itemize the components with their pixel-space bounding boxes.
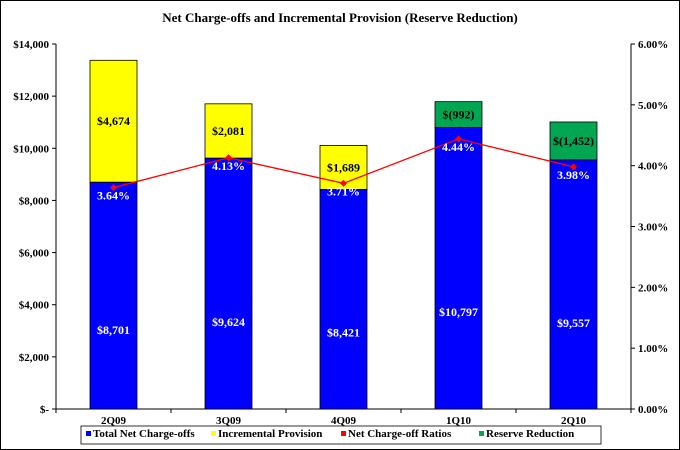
ratio-data-label: 4.44% (442, 140, 475, 154)
bar-data-label: $8,421 (327, 326, 360, 340)
bar-segment (204, 103, 253, 159)
y-right-tick-label: 3.00% (638, 222, 668, 234)
y-right-tick-label: 5.00% (638, 100, 668, 112)
x-tick-label: 2Q09 (101, 415, 127, 427)
chart-title: Net Charge-offs and Incremental Provisio… (162, 10, 518, 25)
bar-segment (319, 189, 368, 410)
ratio-marker (225, 154, 232, 162)
y-left-tick-label: $12,000 (13, 91, 49, 103)
y-left-tick-label: $8,000 (19, 195, 50, 207)
bar-segment (549, 159, 598, 410)
x-tick-label: 4Q09 (331, 415, 357, 427)
bar-segment (89, 59, 138, 183)
y-left-tick-label: $14,000 (13, 39, 49, 51)
y-right-tick-label: 6.00% (638, 39, 668, 51)
bar-data-label: $9,557 (557, 316, 590, 330)
y-right-tick-label: 0.00% (638, 404, 668, 416)
bar-data-label: $(992) (443, 108, 475, 122)
bar-data-label: $(1,452) (553, 134, 594, 148)
legend-swatch (211, 431, 216, 436)
bar-segment (204, 157, 253, 410)
ratio-data-label: 3.98% (557, 168, 590, 182)
legend-label: Incremental Provision (218, 428, 322, 440)
bar-data-label: $10,797 (439, 305, 478, 319)
ratio-marker (110, 184, 117, 192)
legend-label: Reserve Reduction (486, 428, 574, 440)
legend-label: Net Charge-off Ratios (348, 428, 452, 440)
bar-data-label: $8,701 (97, 323, 130, 337)
x-tick-label: 3Q09 (216, 415, 242, 427)
legend-swatch (86, 431, 91, 436)
legend-label: Total Net Charge-offs (93, 428, 195, 440)
bar-segment (434, 127, 483, 410)
bar-data-label: $9,624 (212, 315, 245, 329)
ratio-data-label: 3.71% (327, 184, 360, 198)
bar-data-label: $4,674 (97, 114, 130, 128)
ratio-marker (455, 135, 462, 143)
ratio-data-label: 4.13% (212, 159, 245, 173)
legend-swatch (479, 431, 484, 436)
bar-data-label: $2,081 (212, 124, 245, 138)
y-left-tick-label: $- (40, 404, 50, 416)
y-left-tick-label: $6,000 (19, 248, 50, 260)
x-tick-label: 2Q10 (561, 415, 587, 427)
bar-segment (89, 181, 138, 410)
y-right-tick-label: 2.00% (638, 282, 668, 294)
x-tick-label: 1Q10 (446, 415, 472, 427)
y-left-tick-label: $4,000 (19, 300, 50, 312)
y-left-tick-label: $2,000 (19, 352, 50, 364)
ratio-data-label: 3.64% (97, 189, 130, 203)
y-right-tick-label: 1.00% (638, 343, 668, 355)
bar-data-label: $1,689 (327, 160, 360, 174)
y-left-tick-label: $10,000 (13, 143, 49, 155)
bar-segment (549, 121, 598, 161)
y-right-tick-label: 4.00% (638, 161, 668, 173)
legend-swatch (341, 431, 346, 436)
ratio-marker (340, 179, 347, 187)
ratio-marker (570, 163, 577, 171)
bar-segment (434, 101, 483, 128)
